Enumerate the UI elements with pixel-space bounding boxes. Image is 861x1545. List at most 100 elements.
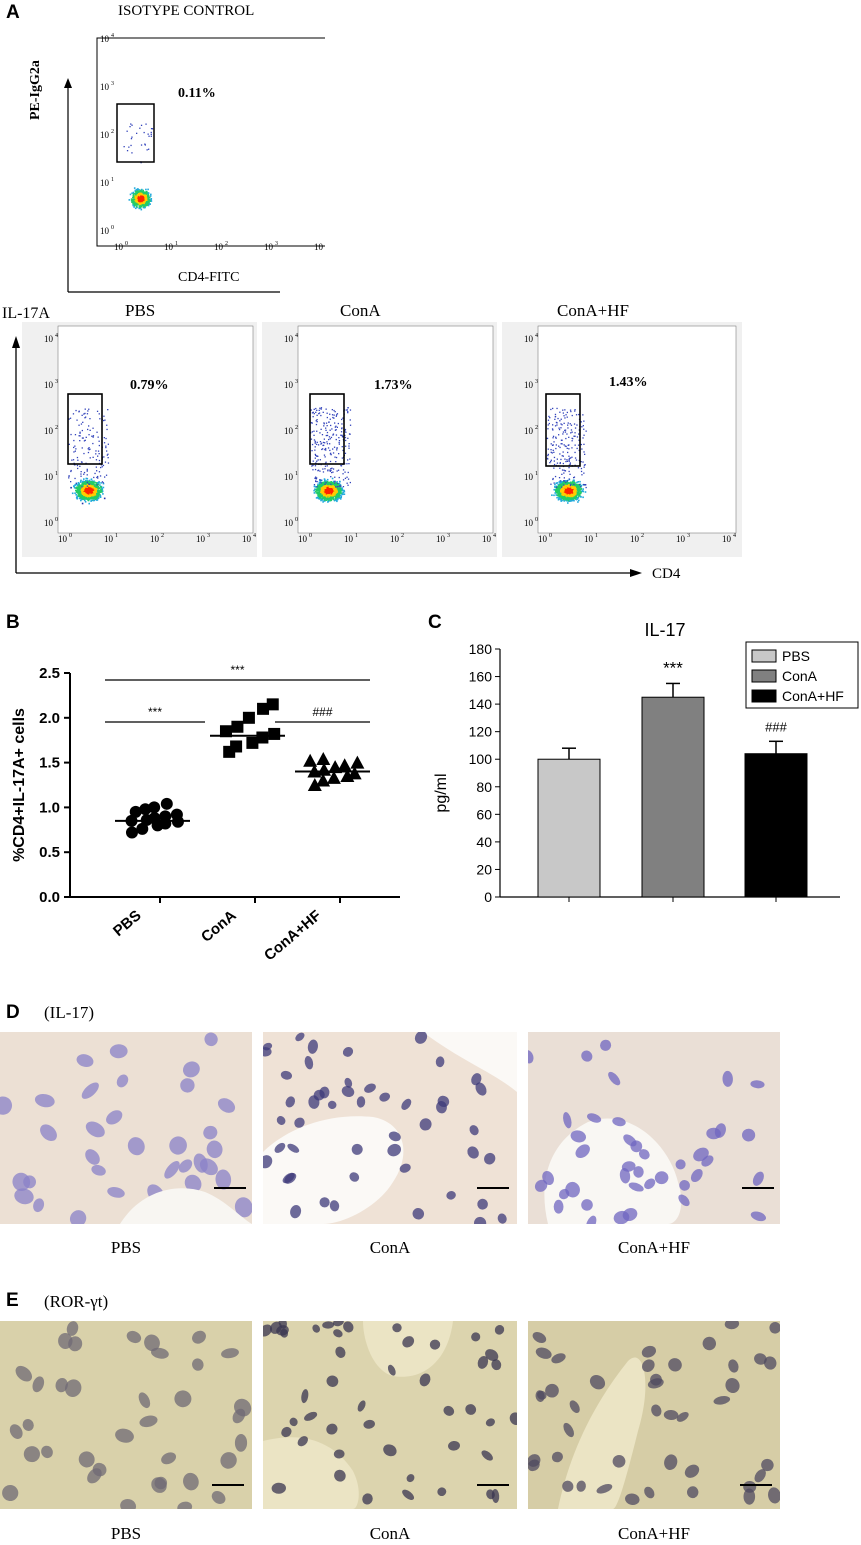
c-bar [641,696,705,898]
b-significance-label: *** [148,705,162,719]
isotype-gate-percent: 0.11% [178,86,216,101]
flow-cona-gate [309,393,345,465]
y-tick-label: 10 [100,130,110,140]
b-y-tick-label: 2.0 [39,710,60,727]
flow-cona-title: ConA [340,301,381,320]
b-point-triangle [303,753,318,767]
y-tick-exponent: 0 [111,225,114,231]
x-tick-label: 10 [104,534,114,544]
flow-cona-gate-percent: 1.73% [374,378,413,393]
c-annotation: ### [765,719,787,734]
panel-letter-a: A [6,2,20,23]
flow-conahf-x-ticks: 10 0 10 1 10 2 10 3 10 4 [538,533,736,544]
y-tick-label: 10 [284,380,294,390]
c-annotation: *** [663,658,683,677]
x-tick-label: 10 [538,534,548,544]
y-tick-label: 10 [524,472,534,482]
histology-e-pbs [0,1321,252,1509]
caption-e-pbs: PBS [110,1524,142,1543]
x-tick-exponent: 1 [175,241,178,247]
histology-d-conahf [528,1032,780,1224]
x-tick-label: 10 [164,242,174,252]
flow-pbs-gate-percent: 0.79% [130,378,169,393]
b-y-tick-label: 2.5 [39,665,60,682]
x-tick-exponent: 2 [161,533,164,539]
b-point-triangle [347,766,362,780]
row-y-label: IL-17A [2,305,50,322]
y-tick-label: 10 [100,226,110,236]
flow-conahf-gate-percent: 1.43% [609,375,648,390]
x-tick-label: 10 [196,534,206,544]
b-point-circle [170,808,183,821]
x-tick-exponent: 3 [687,533,690,539]
flow-conahf-frame [537,325,737,534]
y-tick-label: 10 [524,380,534,390]
c-bar [744,753,808,898]
b-point-triangle [316,773,331,787]
isotype-gate [116,103,155,163]
b-point-circle [148,812,161,825]
c-legend-label: PBS [782,648,810,664]
y-tick-label: 10 [100,178,110,188]
caption-d-pbs: PBS [110,1238,142,1257]
flow-conahf-title: ConA+HF [557,301,629,320]
c-y-tick-label: 20 [476,861,492,877]
b-y-tick-label: 1.0 [39,799,60,816]
y-tick-label: 10 [284,472,294,482]
x-tick-label: 10 [676,534,686,544]
x-tick-exponent: 3 [275,241,278,247]
histology-d-pbs-drawing [0,1032,252,1224]
b-point-square [219,725,232,738]
x-tick-exponent: 0 [69,533,72,539]
b-point-square [257,702,270,715]
flow-plot-pbs: 10 010 110 210 310 410 0 10 1 10 2 10 3 10 4 [22,322,257,557]
b-point-circle [160,797,173,810]
x-tick-label: 10 [298,534,308,544]
c-title: IL-17 [644,620,685,640]
y-tick-exponent: 1 [295,471,298,477]
c-y-tick-label: 140 [469,696,493,712]
y-tick-exponent: 4 [535,333,538,339]
c-y-tick-label: 40 [476,834,492,850]
caption-d-conahf: ConA+HF [618,1238,690,1257]
y-tick-exponent: 4 [55,333,58,339]
c-legend-label: ConA [782,668,818,684]
row-axes [12,336,642,577]
y-tick-label: 10 [524,334,534,344]
c-legend-label: ConA+HF [782,688,844,704]
b-point-square [266,698,279,711]
b-point-circle [125,826,138,839]
b-x-tick-label: ConA+HF [261,907,325,964]
isotype-title: ISOTYPE CONTROL [118,3,255,19]
histology-e-conahf [528,1321,780,1509]
y-tick-exponent: 1 [55,471,58,477]
c-y-tick-label: 120 [469,724,493,740]
b-point-square [256,731,269,744]
x-tick-exponent: 1 [355,533,358,539]
y-tick-label: 10 [100,82,110,92]
b-x-tick-label: PBS [110,907,145,940]
x-tick-exponent: 2 [401,533,404,539]
y-tick-label: 10 [44,334,54,344]
x-tick-label: 10 [630,534,640,544]
x-tick-label: 10 [58,534,68,544]
x-tick-exponent: 2 [641,533,644,539]
b-point-circle [159,810,172,823]
y-tick-exponent: 3 [55,379,58,385]
row-y-arrowhead [12,336,20,348]
y-tick-label: 10 [44,426,54,436]
x-tick-label: 10 [214,242,224,252]
x-tick-label: 10 [242,534,252,544]
flow-cona-x-ticks: 10 0 10 1 10 2 10 3 10 4 [298,533,496,544]
b-point-circle [148,801,161,814]
histology-e-cona [263,1321,517,1509]
b-significance-label: *** [230,663,244,677]
b-y-tick-label: 1.5 [39,755,60,772]
y-tick-exponent: 2 [55,425,58,431]
x-tick-exponent: 2 [225,241,228,247]
b-point-triangle [316,752,331,766]
scatter-chart-b: 0.0 0.5 1.0 1.5 2.0 2.5 %CD4+IL-17A+ cells PBS C… [11,663,400,964]
c-y-tick-label: 0 [484,889,492,905]
y-tick-label: 10 [44,380,54,390]
